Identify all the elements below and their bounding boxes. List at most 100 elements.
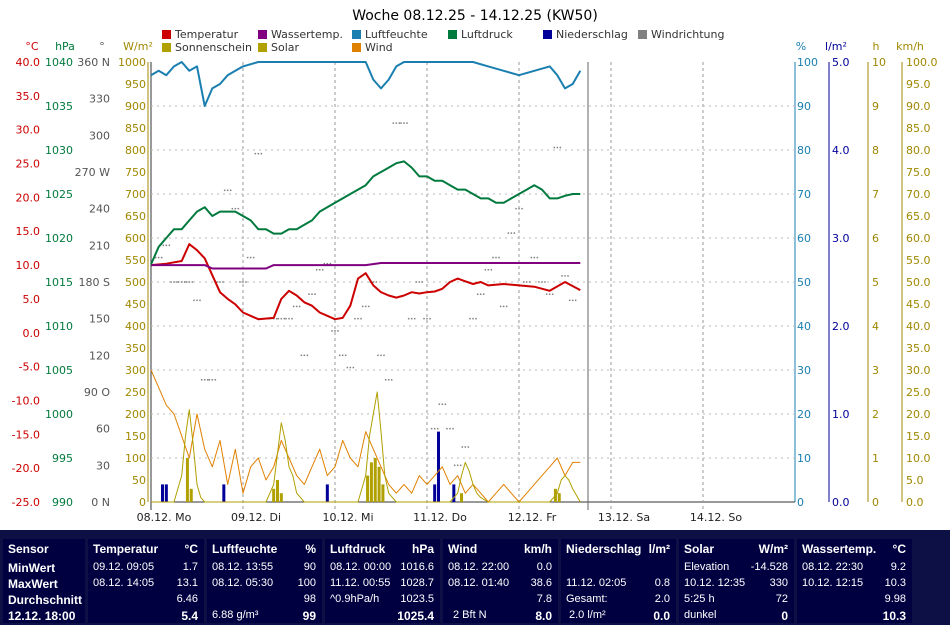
windrichtung-point-32-2 — [406, 122, 408, 124]
solar-elevation-label: Elevation — [684, 561, 730, 573]
windrichtung-point-9-2 — [229, 189, 232, 192]
press-min-time: 08.12. 00:00 — [330, 561, 392, 573]
windrichtung-point-31-0 — [392, 122, 395, 124]
windrichtung-point-24-0 — [338, 354, 341, 357]
sonnenschein-bar-3 — [276, 480, 279, 502]
tick-wind-5: 75.0 — [906, 166, 931, 179]
tick-solar-6: 700 — [125, 188, 146, 201]
legend-swatch-5 — [638, 30, 647, 39]
windrichtung-point-41-1 — [472, 317, 474, 320]
niederschlag-bar-3 — [325, 484, 329, 502]
windrichtung-point-8-1 — [219, 281, 221, 283]
windrichtung-point-6-0 — [200, 379, 203, 381]
tick-solar-14: 300 — [125, 364, 146, 377]
windrichtung-point-13-1 — [257, 152, 260, 155]
windrichtung-point-34-2 — [421, 281, 424, 283]
water-avg: 9.98 — [884, 593, 906, 605]
windrichtung-point-45-1 — [502, 305, 505, 308]
windrichtung-point-6-2 — [206, 379, 209, 381]
windrichtung-point-1-2 — [168, 244, 171, 247]
niederschlag-bar-6 — [452, 484, 456, 502]
sonnenschein-bar-12 — [557, 493, 561, 502]
windrichtung-point-51-0 — [545, 293, 548, 295]
tick-press-9: 995 — [52, 452, 73, 465]
tick-solar-13: 350 — [125, 342, 146, 355]
chart-title: Woche 08.12.25 - 14.12.25 (KW50) — [352, 8, 598, 24]
water-current: 10.3 — [882, 609, 906, 623]
tick-solar-11: 450 — [125, 298, 146, 311]
windrichtung-point-22-0 — [323, 262, 326, 265]
sonnenschein-bar-1 — [189, 488, 193, 502]
windrichtung-point-35-0 — [423, 317, 425, 320]
temp-min-time: 09.12. 09:05 — [93, 561, 155, 573]
tick-solar-8: 600 — [125, 232, 146, 245]
tick-dir-9: 90 O — [84, 386, 110, 399]
windrichtung-point-3-0 — [177, 281, 180, 283]
windrichtung-point-41-0 — [469, 317, 471, 320]
tick-press-4: 1020 — [45, 232, 73, 245]
tick-wind-11: 45.0 — [906, 298, 931, 311]
legend-label-4: Niederschlag — [556, 28, 628, 41]
windrichtung-point-7-2 — [214, 379, 217, 381]
windrichtung-point-38-1 — [449, 427, 451, 430]
windrichtung-point-44-0 — [492, 256, 494, 259]
sensor-section: Sensor MinWert MaxWert Durchschnitt 12.1… — [3, 539, 85, 623]
hum-absolute: 6.88 g/m³ — [212, 609, 259, 621]
windrichtung-point-28-2 — [375, 281, 378, 283]
axis-unit-wind: km/h — [896, 40, 924, 53]
tick-temp-10: -10.0 — [12, 394, 40, 407]
windrichtung-point-50-1 — [541, 281, 543, 283]
hum-min-time: 08.12. 13:55 — [212, 561, 274, 573]
tick-temp-12: -20.0 — [12, 462, 40, 475]
windrichtung-point-12-2 — [252, 256, 255, 259]
windrichtung-point-37-1 — [441, 403, 444, 405]
tick-temp-9: -5.0 — [19, 361, 40, 374]
tick-wind-18: 10.0 — [906, 452, 931, 465]
stats-panel: Sensor MinWert MaxWert Durchschnitt 12.1… — [0, 530, 950, 625]
windrichtung-point-7-1 — [211, 379, 214, 381]
tick-dir-8: 120 — [89, 349, 110, 362]
tick-rain-4: 1.0 — [832, 408, 850, 421]
tick-wind-6: 70.0 — [906, 188, 931, 201]
tick-temp-11: -15.0 — [12, 428, 40, 441]
legend-label-1: Wassertemp. — [271, 28, 343, 41]
windrichtung-point-53-2 — [567, 275, 569, 277]
tick-press-3: 1025 — [45, 188, 73, 201]
tick-temp-4: 20.0 — [16, 191, 41, 204]
day-label-4: 12.12. Fr — [508, 511, 557, 524]
windrichtung-point-49-1 — [533, 256, 536, 259]
windrichtung-point-48-0 — [522, 281, 525, 283]
tick-solar-15: 250 — [125, 386, 146, 399]
windrichtung-point-36-0 — [430, 427, 433, 430]
tick-hum-10: 0 — [797, 496, 804, 509]
tick-temp-5: 15.0 — [16, 225, 41, 238]
solar-current: 0 — [781, 609, 788, 623]
tick-solar-10: 500 — [125, 276, 146, 289]
windrichtung-point-10-2 — [237, 207, 240, 210]
chart-marks — [150, 61, 582, 503]
windrichtung-point-42-2 — [482, 293, 485, 295]
windrichtung-point-34-1 — [418, 281, 421, 283]
windrichtung-point-46-1 — [510, 232, 513, 234]
windrichtung-point-8-2 — [222, 281, 224, 283]
wind-current: 8.0 — [535, 609, 552, 623]
windrichtung-point-43-1 — [487, 269, 490, 271]
tick-hum-5: 50 — [797, 276, 811, 289]
min-label: MinWert — [8, 561, 56, 575]
press-header: Luftdruck — [330, 542, 386, 556]
windrichtung-point-33-0 — [407, 317, 410, 320]
windrichtung-point-52-2 — [559, 146, 562, 149]
tick-solar-3: 850 — [125, 122, 146, 135]
tick-sun-3: 7 — [872, 188, 879, 201]
tick-press-2: 1030 — [45, 144, 73, 157]
rain-max-time: 11.12. 02:05 — [566, 577, 627, 589]
tick-solar-16: 200 — [125, 408, 146, 421]
day-label-1: 09.12. Di — [231, 511, 281, 524]
windrichtung-point-25-0 — [346, 366, 349, 369]
tick-hum-6: 40 — [797, 320, 811, 333]
axis-unit-sun: h — [873, 40, 880, 53]
windrichtung-point-39-1 — [456, 464, 459, 467]
windrichtung-point-30-2 — [390, 379, 393, 381]
windrichtung-point-44-1 — [495, 256, 497, 259]
day-label-0: 08.12. Mo — [137, 511, 192, 524]
